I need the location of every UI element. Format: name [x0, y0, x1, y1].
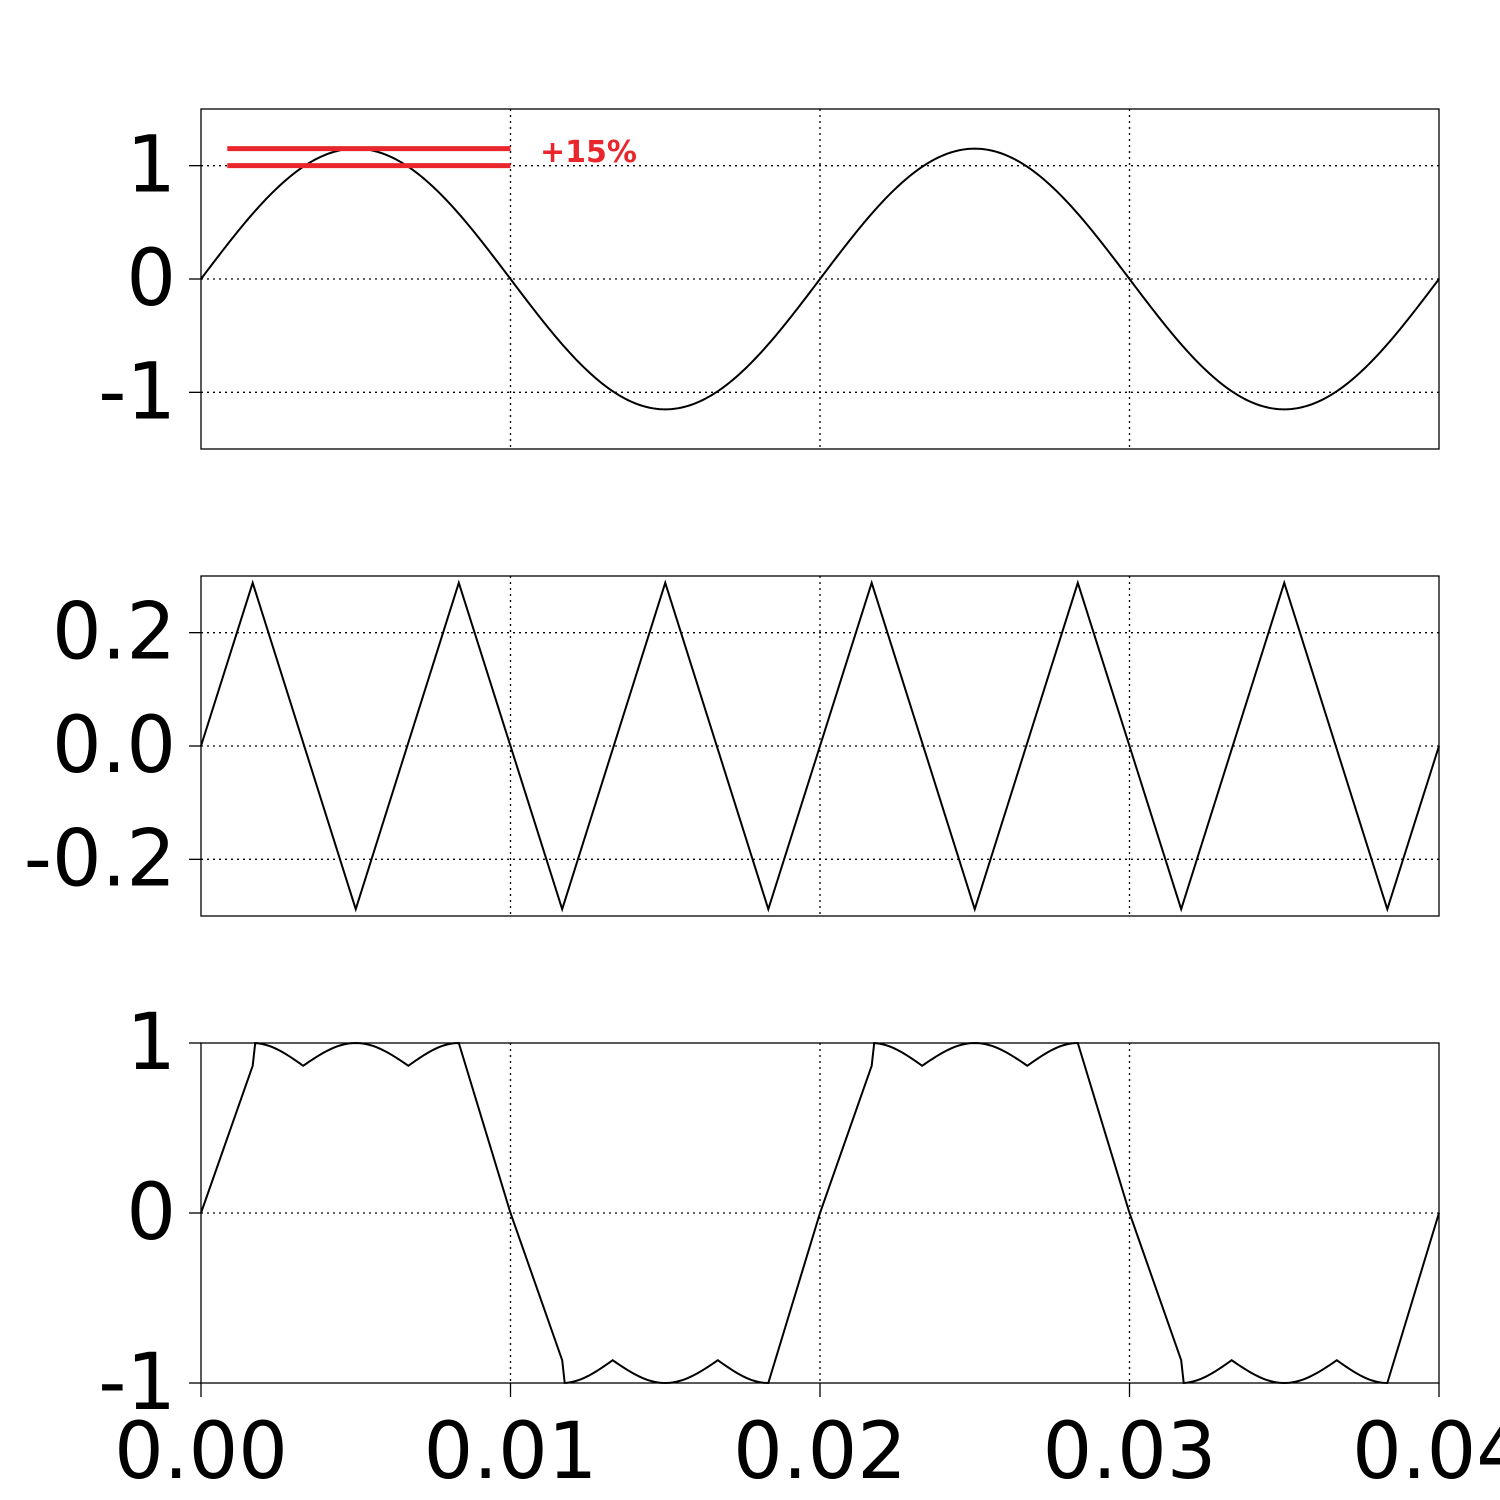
y-tick-label: 0	[126, 1168, 176, 1258]
y-tick-label: -0.2	[24, 814, 176, 904]
y-tick-label: 0	[126, 234, 176, 324]
y-tick-label: 0.0	[52, 701, 176, 791]
panel-1: 1 0 -1 +15%	[98, 108, 1440, 450]
annotation-label: +15%	[540, 135, 637, 170]
x-tick-label: 0.03	[1043, 1407, 1217, 1497]
y-tick-label: -1	[98, 1338, 176, 1428]
y-tick-label: 1	[126, 121, 176, 211]
series-line	[200, 579, 1440, 913]
chart-panels: 10-1+15%0.20.0-0.210-10.00 0.01 0.02 0.03 0.…	[24, 108, 1500, 1497]
panel-3: 1 0 -10.00 0.01 0.02 0.03 0.04	[98, 998, 1500, 1497]
x-tick-label: 0.04	[1352, 1407, 1500, 1497]
x-tick-label: 0.01	[424, 1407, 598, 1497]
x-tick-label: 0.00	[114, 1407, 288, 1497]
panel-2: 0.2 0.0 -0.2	[24, 575, 1440, 917]
x-tick-label: 0.02	[733, 1407, 907, 1497]
y-tick-label: -1	[98, 347, 176, 437]
series-line	[200, 1041, 1440, 1385]
y-tick-label: 0.2	[52, 588, 176, 678]
y-tick-label: 1	[126, 998, 176, 1088]
